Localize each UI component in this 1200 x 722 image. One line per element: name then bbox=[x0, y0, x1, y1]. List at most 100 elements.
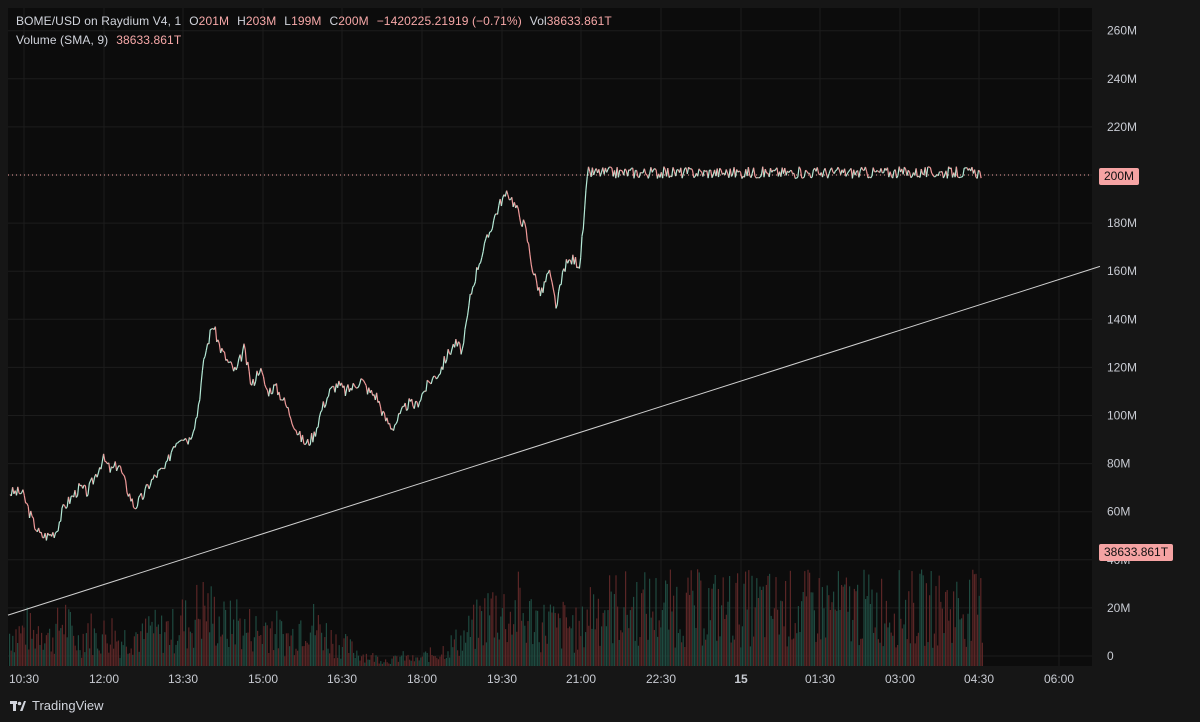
price-segment bbox=[181, 439, 184, 442]
volume-bar bbox=[55, 623, 57, 666]
price-segment bbox=[347, 384, 350, 392]
volume-bar bbox=[628, 628, 630, 666]
volume-bar bbox=[405, 655, 407, 666]
price-segment bbox=[415, 400, 418, 403]
price-segment bbox=[169, 452, 172, 462]
volume-bar bbox=[18, 626, 20, 666]
price-segment bbox=[329, 387, 332, 390]
volume-bar bbox=[175, 644, 177, 666]
volume-bar bbox=[73, 635, 75, 666]
price-segment bbox=[578, 257, 582, 269]
price-segment bbox=[133, 506, 136, 510]
volume-bar bbox=[738, 624, 740, 666]
volume-indicator-name[interactable]: Volume (SMA, 9) bbox=[16, 33, 109, 47]
price-segment bbox=[638, 172, 642, 178]
volume-bar bbox=[273, 650, 275, 666]
volume-bar bbox=[372, 653, 374, 666]
volume-bar bbox=[455, 629, 457, 666]
volume-bar bbox=[876, 592, 878, 666]
volume-bar bbox=[226, 638, 228, 666]
price-segment bbox=[542, 281, 545, 293]
price-segment bbox=[507, 194, 510, 200]
volume-bar bbox=[412, 655, 414, 666]
volume-bar bbox=[9, 633, 11, 666]
volume-bar bbox=[221, 634, 223, 666]
price-segment bbox=[420, 393, 423, 401]
volume-legend[interactable]: Volume (SMA, 9) 38633.861T bbox=[16, 33, 181, 47]
volume-bar bbox=[191, 633, 193, 666]
volume-bar bbox=[186, 648, 188, 666]
volume-bar bbox=[138, 651, 140, 666]
price-segment bbox=[558, 284, 561, 292]
tradingview-brand[interactable]: TradingView bbox=[10, 698, 104, 713]
price-segment bbox=[711, 174, 714, 179]
price-segment bbox=[468, 293, 471, 306]
volume-bar bbox=[913, 602, 915, 666]
volume-bar bbox=[591, 628, 593, 666]
price-segment bbox=[496, 205, 500, 215]
chart-pane[interactable] bbox=[8, 8, 1092, 666]
volume-bar bbox=[773, 608, 775, 666]
price-segment bbox=[519, 217, 522, 225]
volume-bar bbox=[346, 636, 348, 666]
volume-bar bbox=[778, 634, 780, 666]
volume-bar bbox=[743, 583, 745, 666]
price-segment bbox=[418, 399, 422, 403]
price-segment bbox=[772, 169, 775, 172]
volume-bar bbox=[661, 610, 663, 666]
volume-bar bbox=[437, 659, 439, 666]
volume-bar bbox=[583, 647, 585, 666]
x-tick-label: 04:30 bbox=[964, 672, 994, 686]
volume-bar bbox=[429, 647, 431, 666]
price-segment bbox=[400, 406, 404, 410]
price-segment bbox=[292, 426, 296, 431]
volume-bar bbox=[415, 657, 417, 666]
volume-bar bbox=[498, 639, 500, 666]
volume-bar bbox=[425, 651, 427, 666]
volume-bar bbox=[373, 661, 375, 666]
price-segment bbox=[344, 388, 348, 397]
volume-bar bbox=[943, 633, 945, 666]
volume-bar bbox=[533, 632, 535, 666]
volume-bar bbox=[785, 580, 787, 666]
volume-bar bbox=[180, 615, 182, 666]
symbol-name[interactable]: BOME/USD on Raydium V4, 1 bbox=[16, 14, 182, 28]
price-segment bbox=[236, 358, 240, 367]
volume-bar bbox=[541, 622, 543, 666]
price-segment bbox=[567, 259, 570, 264]
volume-bar bbox=[549, 604, 551, 666]
volume-bar bbox=[276, 610, 278, 666]
price-segment bbox=[793, 173, 796, 179]
open-value: 201M bbox=[198, 14, 230, 28]
volume-bar bbox=[244, 619, 246, 666]
price-segment bbox=[257, 372, 261, 376]
price-segment bbox=[38, 527, 41, 534]
volume-bar bbox=[140, 631, 142, 666]
x-tick-label: 15 bbox=[734, 672, 748, 686]
volume-bar bbox=[325, 623, 327, 666]
volume-bar bbox=[122, 645, 124, 666]
symbol-legend[interactable]: BOME/USD on Raydium V4, 1 O201M H203M L199M… bbox=[16, 14, 612, 28]
price-segment bbox=[122, 473, 125, 477]
volume-bar bbox=[874, 627, 876, 666]
volume-bar bbox=[570, 628, 572, 666]
volume-bar bbox=[253, 637, 255, 666]
price-segment bbox=[191, 431, 194, 437]
volume-bar bbox=[610, 591, 612, 666]
volume-bar bbox=[509, 611, 511, 666]
price-segment bbox=[138, 495, 141, 498]
price-segment bbox=[764, 168, 768, 174]
volume-bar bbox=[722, 577, 724, 666]
volume-bar bbox=[713, 583, 715, 666]
volume-bar bbox=[930, 571, 932, 666]
price-segment bbox=[828, 169, 831, 174]
price-segment bbox=[617, 170, 621, 178]
volume-bar bbox=[809, 572, 811, 666]
price-segment bbox=[545, 273, 548, 283]
volume-bar bbox=[711, 588, 713, 666]
volume-bar bbox=[34, 648, 36, 666]
volume-bar bbox=[301, 646, 303, 666]
volume-bar bbox=[121, 641, 123, 666]
price-segment bbox=[278, 391, 281, 401]
